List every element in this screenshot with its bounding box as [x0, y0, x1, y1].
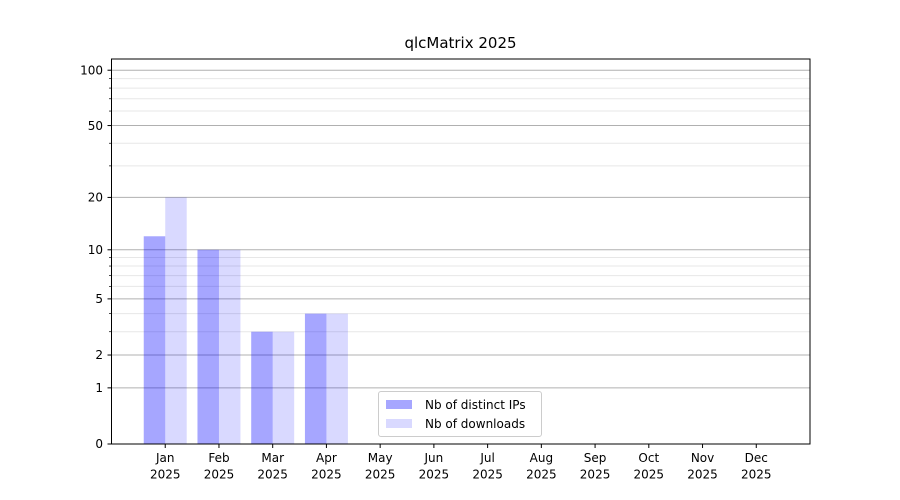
y-tick-label-20: 20 — [88, 191, 103, 205]
x-tick-label-month-oct: Oct — [638, 451, 659, 465]
x-tick-label-year-aug: 2025 — [526, 468, 557, 482]
bar-mar-series0 — [251, 331, 273, 444]
legend-swatch-downloads — [386, 419, 412, 428]
x-tick-label-year-nov: 2025 — [687, 468, 718, 482]
y-tick-label-50: 50 — [88, 119, 103, 133]
x-tick-label-month-sep: Sep — [584, 451, 607, 465]
legend: Nb of distinct IPs Nb of downloads — [378, 391, 542, 437]
bar-apr-series1 — [326, 313, 348, 444]
x-tick-label-month-aug: Aug — [530, 451, 553, 465]
x-tick-label-year-jan: 2025 — [150, 468, 181, 482]
y-tick-label-0: 0 — [95, 437, 103, 451]
x-tick-label-year-may: 2025 — [365, 468, 396, 482]
bar-apr-series0 — [304, 313, 327, 444]
x-tick-label-month-dec: Dec — [745, 451, 768, 465]
y-tick-label-2: 2 — [95, 348, 103, 362]
x-tick-label-year-jul: 2025 — [472, 468, 503, 482]
y-tick-label-1: 1 — [95, 381, 103, 395]
x-tick-label-month-feb: Feb — [208, 451, 229, 465]
chart-title: qlcMatrix 2025 — [404, 34, 517, 52]
bar-feb-series1 — [218, 249, 241, 444]
x-tick-label-year-apr: 2025 — [311, 468, 342, 482]
x-tick-label-year-mar: 2025 — [257, 468, 288, 482]
x-tick-label-month-jul: Jul — [479, 451, 494, 465]
x-tick-label-month-mar: Mar — [261, 451, 284, 465]
bar-mar-series1 — [272, 331, 295, 444]
legend-item-distinct-ips: Nb of distinct IPs — [386, 397, 541, 413]
bar-jan-series1 — [165, 197, 187, 444]
bar-jan-series0 — [143, 236, 166, 444]
x-tick-label-year-oct: 2025 — [634, 468, 665, 482]
plot-frame — [111, 58, 811, 445]
x-tick-label-year-dec: 2025 — [741, 468, 772, 482]
y-tick-label-5: 5 — [95, 292, 103, 306]
x-tick-label-month-may: May — [368, 451, 393, 465]
x-tick-label-year-jun: 2025 — [419, 468, 450, 482]
x-tick-label-year-sep: 2025 — [580, 468, 611, 482]
legend-item-downloads: Nb of downloads — [386, 416, 541, 432]
x-tick-label-month-jan: Jan — [155, 451, 175, 465]
bar-feb-series0 — [197, 249, 219, 444]
y-tick-label-100: 100 — [80, 63, 103, 77]
legend-swatch-distinct-ips — [386, 400, 412, 409]
x-tick-label-month-jun: Jun — [424, 451, 444, 465]
x-tick-label-year-feb: 2025 — [204, 468, 235, 482]
x-tick-label-month-nov: Nov — [691, 451, 714, 465]
x-tick-label-month-apr: Apr — [316, 451, 337, 465]
legend-label-downloads: Nb of downloads — [425, 416, 526, 431]
legend-label-distinct-ips: Nb of distinct IPs — [425, 397, 526, 412]
y-tick-label-10: 10 — [88, 243, 103, 257]
